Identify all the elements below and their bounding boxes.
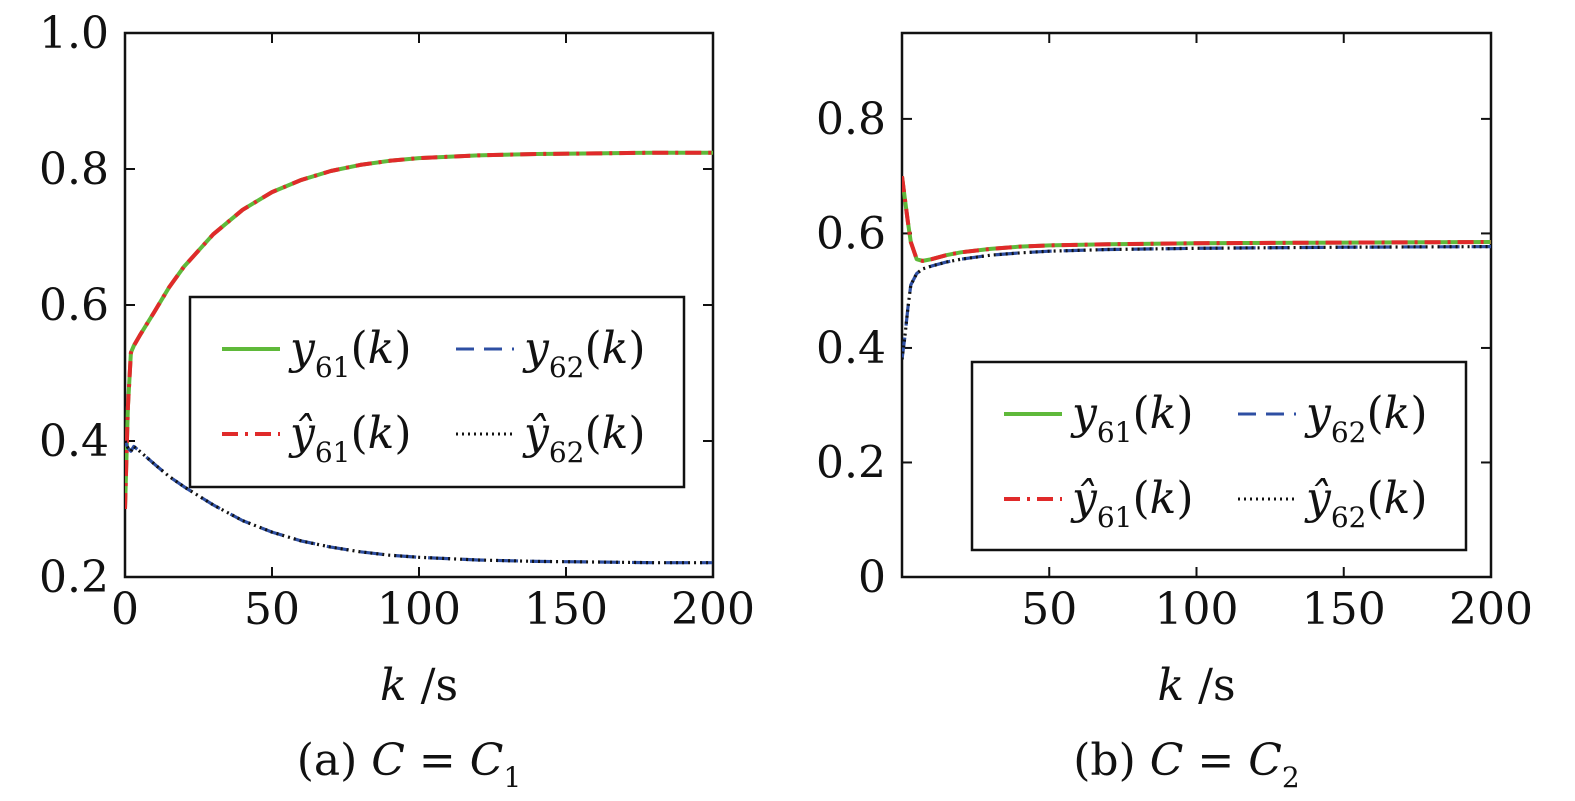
x-tick-label: 150 (524, 584, 608, 635)
y-tick-label: 0.6 (39, 280, 109, 331)
x-tick-label: 100 (1155, 584, 1239, 635)
chart-b: 50 100 150 200 0 0.2 0.4 0.6 0.8 y61(k) y62(k) ŷ61(… (816, 31, 1533, 794)
x-tick-label: 50 (244, 584, 300, 635)
y-tick-label: 0.8 (39, 144, 109, 195)
legend: y61(k) y62(k) ŷ61(k) ŷ62(k) (970, 360, 1468, 552)
chart-a: 0 50 100 150 200 0.2 0.4 0.6 0.8 1.0 y61(k) y62(k) ŷ… (39, 8, 755, 794)
series-line-1 (125, 150, 713, 510)
y-tick-label: 0.4 (816, 323, 886, 374)
legend-label-0: y61(k) (1070, 388, 1194, 449)
legend-label-1: ŷ61(k) (1070, 473, 1194, 534)
legend-box (188, 295, 686, 489)
x-tick-label: 0 (111, 584, 139, 635)
x-axis-label: k /s (1157, 660, 1235, 711)
y-tick-label: 0.2 (39, 552, 109, 603)
x-axis-label: k /s (380, 660, 458, 711)
legend-box (970, 360, 1468, 552)
legend-label-0: y61(k) (288, 323, 412, 384)
y-tick-label: 0.6 (816, 208, 886, 259)
x-tick-label: 100 (377, 584, 461, 635)
legend-label-3: ŷ62(k) (522, 408, 646, 469)
series-line-1 (902, 175, 1491, 263)
legend-label-3: ŷ62(k) (1304, 473, 1428, 534)
panel-caption: (a) C = C1 (297, 735, 522, 794)
legend-label-1: ŷ61(k) (288, 408, 412, 469)
x-tick-label: 50 (1021, 584, 1077, 635)
x-tick-label: 200 (1449, 584, 1533, 635)
legend-label-2: y62(k) (522, 323, 646, 384)
y-tick-label: 0.2 (816, 437, 886, 488)
y-tick-label: 1.0 (39, 8, 109, 59)
series-group (902, 175, 1491, 360)
legend: y61(k) y62(k) ŷ61(k) ŷ62(k) (188, 295, 686, 489)
series-group (125, 150, 713, 565)
legend-label-2: y62(k) (1304, 388, 1428, 449)
series-line-3 (902, 245, 1491, 360)
x-tick-label: 150 (1302, 584, 1386, 635)
series-line-2 (902, 245, 1491, 360)
series-line-3 (125, 440, 713, 565)
y-tick-label: 0.4 (39, 416, 109, 467)
y-tick-label: 0.8 (816, 94, 886, 145)
panel-caption: (b) C = C2 (1073, 735, 1300, 794)
x-tick-label: 200 (671, 584, 755, 635)
y-tick-label: 0 (858, 552, 886, 603)
